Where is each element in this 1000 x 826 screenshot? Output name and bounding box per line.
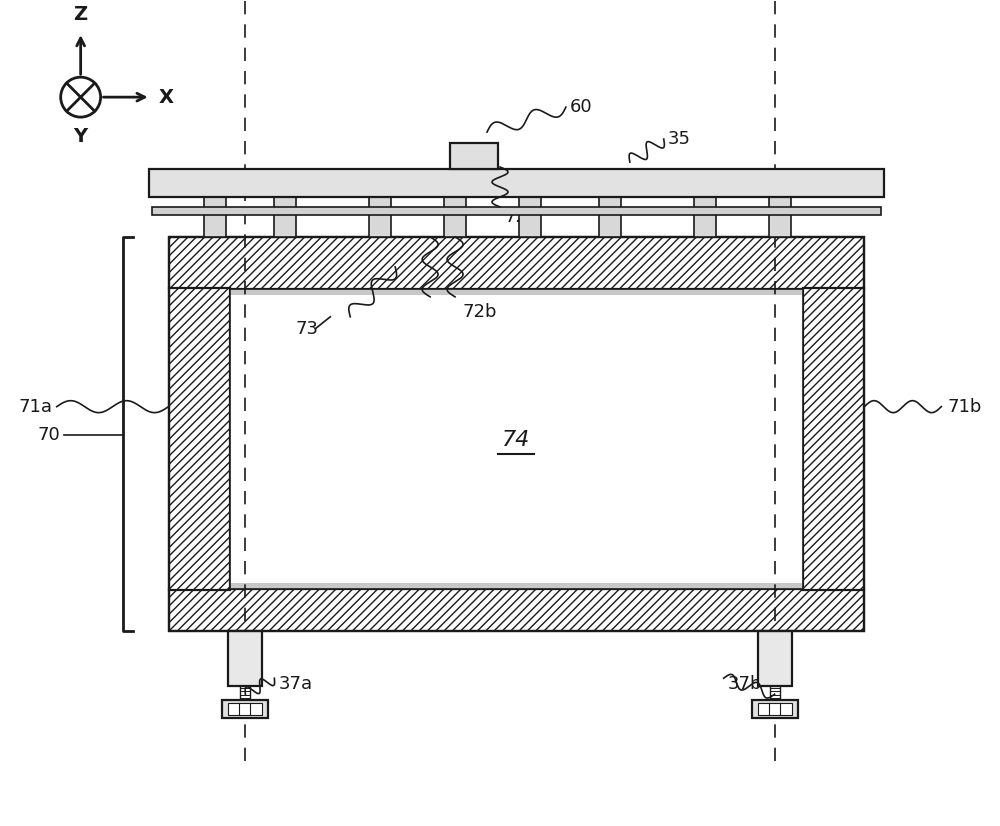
- Text: Y: Y: [74, 127, 88, 146]
- Bar: [230, 583, 803, 590]
- Text: 71a: 71a: [19, 397, 53, 415]
- Bar: [152, 207, 881, 215]
- Text: 72b: 72b: [462, 303, 497, 320]
- Bar: [694, 197, 716, 237]
- Bar: [450, 143, 498, 169]
- Bar: [228, 703, 262, 715]
- Text: 35: 35: [668, 130, 691, 148]
- Bar: [169, 237, 864, 631]
- Bar: [770, 686, 780, 700]
- Bar: [149, 169, 884, 197]
- Bar: [169, 590, 864, 631]
- Bar: [169, 237, 864, 631]
- Text: 74: 74: [502, 430, 530, 449]
- Bar: [230, 289, 803, 590]
- Bar: [599, 197, 621, 237]
- Bar: [444, 197, 466, 237]
- Bar: [240, 686, 250, 700]
- Bar: [274, 197, 296, 237]
- Text: 73: 73: [295, 320, 318, 338]
- Bar: [369, 197, 391, 237]
- Bar: [758, 631, 792, 686]
- Bar: [222, 700, 268, 718]
- Text: Z: Z: [74, 5, 88, 24]
- Text: 60: 60: [570, 98, 593, 116]
- Text: 37b: 37b: [728, 675, 762, 693]
- Bar: [758, 703, 792, 715]
- Text: X: X: [159, 88, 174, 107]
- Bar: [228, 631, 262, 686]
- Bar: [204, 197, 226, 237]
- Bar: [169, 287, 230, 591]
- Text: 70: 70: [38, 425, 61, 444]
- Bar: [803, 287, 864, 591]
- Bar: [519, 197, 541, 237]
- Bar: [752, 700, 798, 718]
- Text: 37a: 37a: [278, 675, 312, 693]
- Bar: [169, 237, 864, 289]
- Text: 71b: 71b: [947, 397, 982, 415]
- Text: 72a: 72a: [505, 208, 539, 226]
- Bar: [230, 289, 803, 295]
- Bar: [769, 197, 791, 237]
